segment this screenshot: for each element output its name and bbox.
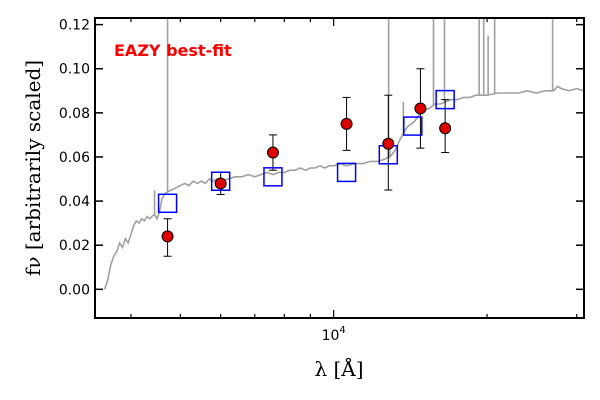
x-tick-label: 104 [322, 325, 346, 344]
model-point [336, 162, 357, 183]
plot-area [103, 18, 584, 290]
y-tick-label: 0.06 [59, 150, 90, 166]
observed-point [382, 137, 395, 150]
observed-point [266, 146, 279, 159]
plot-frame [94, 17, 585, 319]
x-tick-label-base: 10 [322, 328, 340, 344]
y-tick-label: 0.00 [59, 282, 90, 298]
model-point [157, 193, 178, 214]
errorbars [163, 68, 450, 257]
y-tick-label: 0.04 [59, 194, 90, 210]
model-point [210, 171, 231, 191]
model-point [403, 116, 423, 136]
y-tick-label: 0.08 [59, 106, 90, 122]
annotation-label: EAZY best-fit [114, 41, 232, 60]
x-tick-labels: 104 [322, 325, 346, 344]
observed-point [214, 177, 227, 190]
template-line [103, 85, 584, 290]
observed-point [439, 122, 452, 135]
observed-point [414, 102, 427, 115]
y-tick-label: 0.10 [59, 62, 90, 78]
y-axis-label: fν [arbitrarily scaled] [21, 60, 45, 276]
model-point [435, 89, 455, 110]
observed-point [161, 230, 174, 243]
x-axis-label: λ [Å] [314, 356, 363, 381]
model-photometry [157, 89, 455, 214]
y-tick-label: 0.12 [59, 18, 90, 34]
model-point [263, 167, 283, 187]
y-tick-labels: 0.00 0.02 0.04 0.06 0.08 0.10 0.12 [59, 18, 90, 299]
y-tick-label: 0.02 [59, 238, 90, 254]
x-tick-label-exponent: 4 [339, 325, 345, 336]
observed-point [340, 117, 353, 130]
observed-photometry [161, 102, 452, 243]
